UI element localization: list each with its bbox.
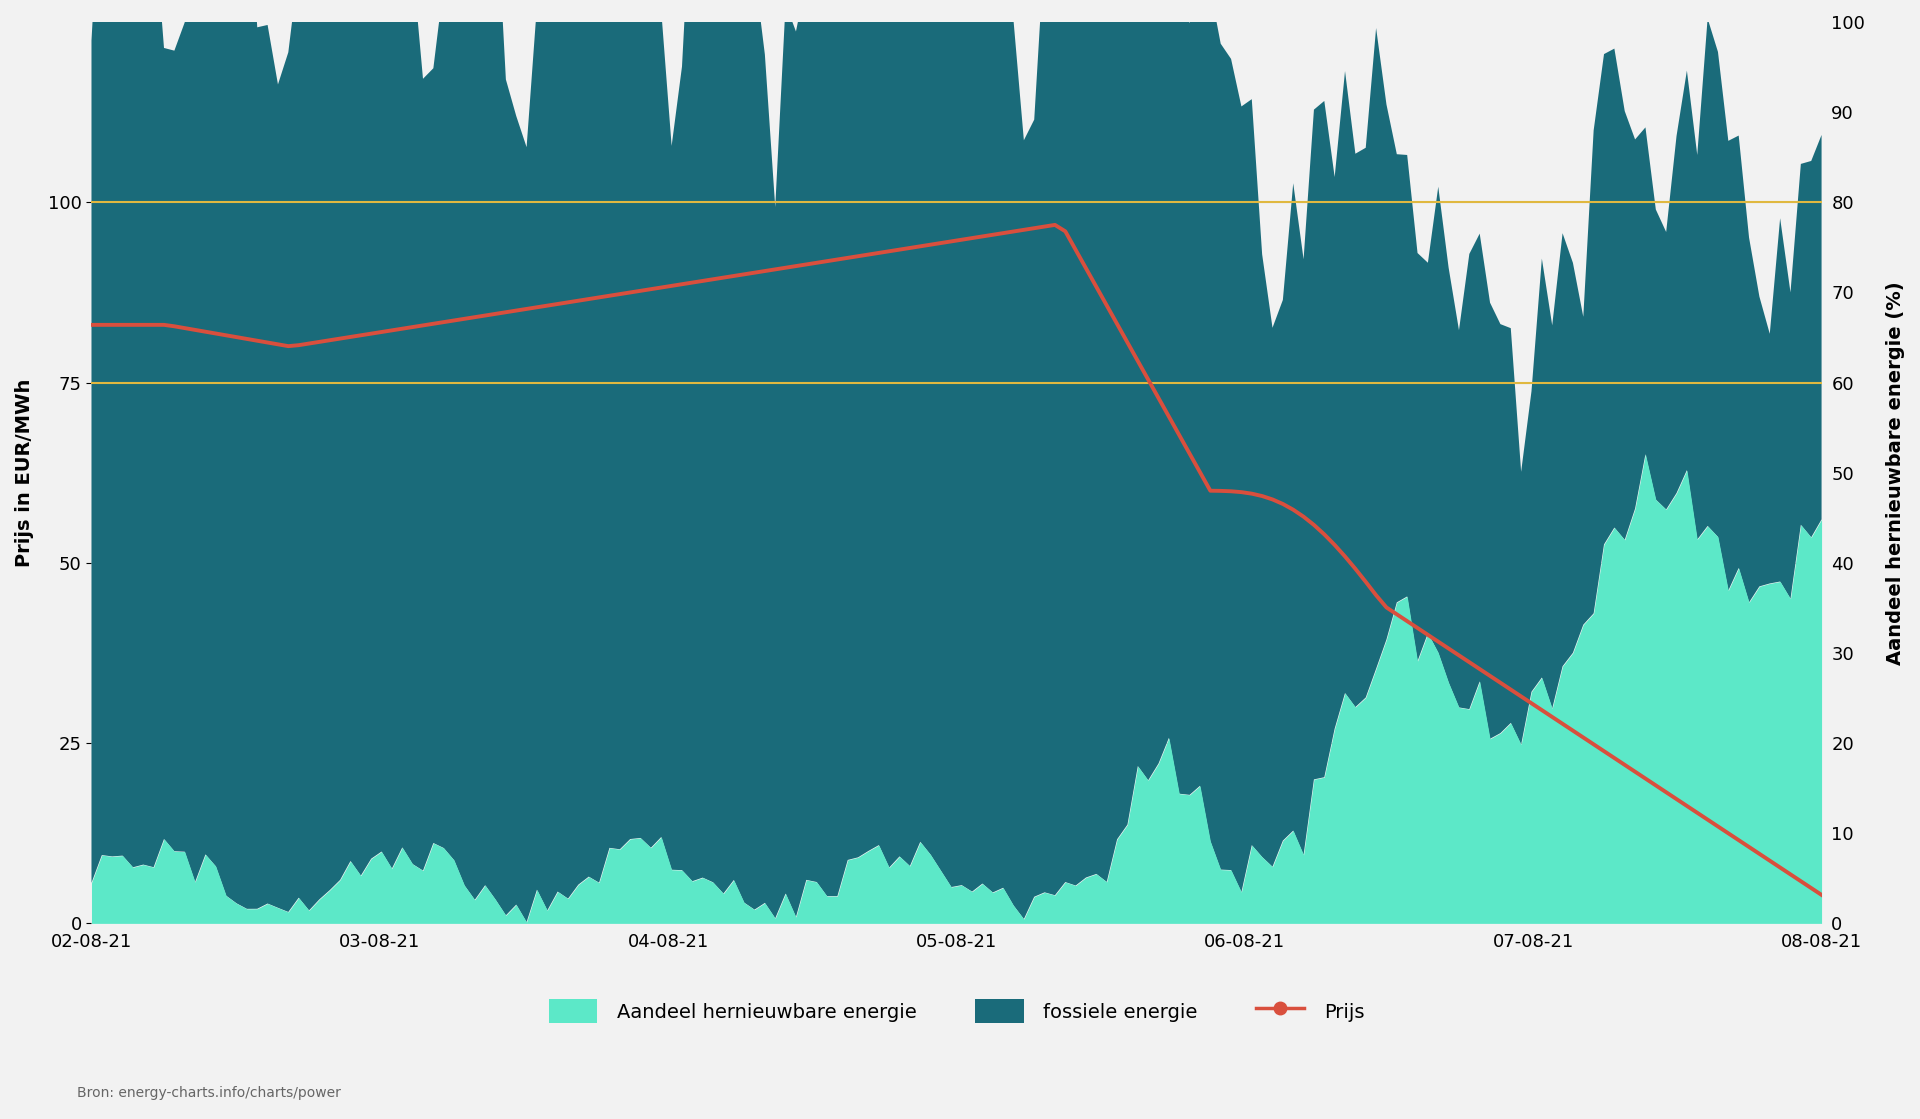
Text: Bron: energy-charts.info/charts/power: Bron: energy-charts.info/charts/power — [77, 1085, 340, 1100]
Legend: Aandeel hernieuwbare energie, fossiele energie, Prijs: Aandeel hernieuwbare energie, fossiele e… — [541, 991, 1373, 1031]
Y-axis label: Aandeel hernieuwbare energie (%): Aandeel hernieuwbare energie (%) — [1885, 281, 1905, 665]
Y-axis label: Prijs in EUR/MWh: Prijs in EUR/MWh — [15, 378, 35, 567]
